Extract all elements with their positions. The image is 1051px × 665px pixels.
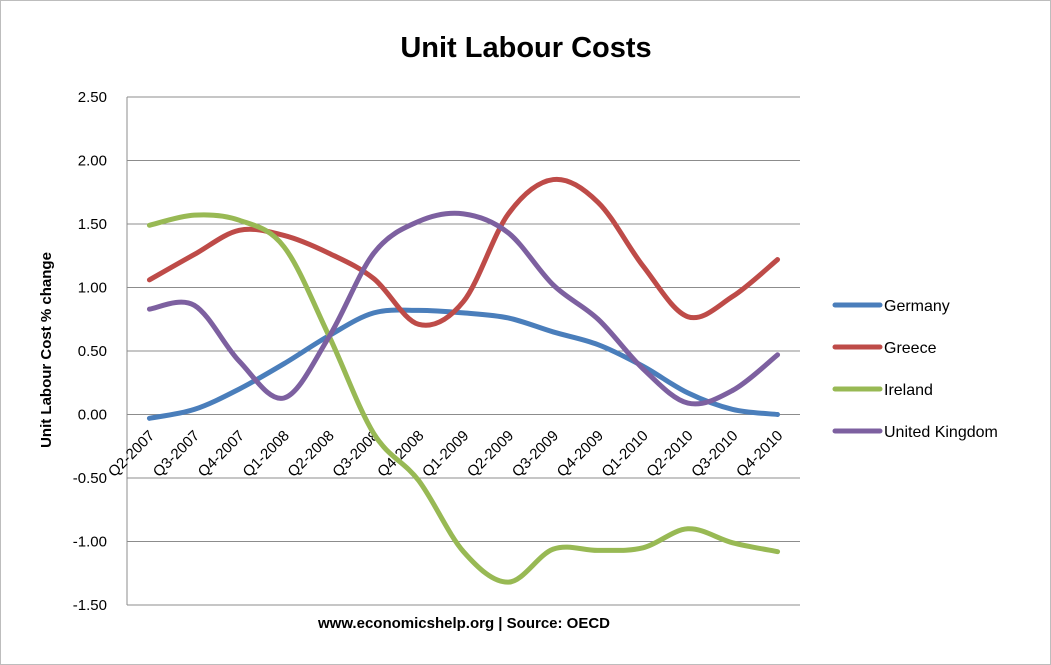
x-tick-label: Q3-2010 <box>688 427 741 480</box>
x-tick-label: Q3-2007 <box>150 427 203 480</box>
x-tick-label: Q2-2007 <box>105 427 158 480</box>
x-tick-label: Q3-2009 <box>509 427 562 480</box>
series-line-ireland <box>146 212 781 585</box>
y-tick-label: 0.50 <box>78 343 107 360</box>
x-tick-label: Q4-2009 <box>554 427 607 480</box>
x-tick-label: Q2-2008 <box>284 427 337 480</box>
x-axis-label: www.economicshelp.org | Source: OECD <box>317 615 610 632</box>
y-tick-label: 1.50 <box>78 216 107 233</box>
y-axis-label: Unit Labour Cost % change <box>38 252 55 448</box>
chart-title: Unit Labour Costs <box>400 32 651 64</box>
y-tick-label: 2.50 <box>78 89 107 106</box>
y-tick-label: -1.50 <box>73 597 107 614</box>
y-tick-label: 1.00 <box>78 280 107 297</box>
x-tick-label: Q4-2010 <box>733 427 786 480</box>
series-lines <box>146 176 781 585</box>
x-tick-label: Q2-2009 <box>464 427 517 480</box>
x-tick-label: Q4-2007 <box>195 427 248 480</box>
series-line-germany <box>146 307 781 421</box>
legend-label-united-kingdom: United Kingdom <box>884 424 998 441</box>
y-tick-label: -0.50 <box>73 470 107 487</box>
y-axis-ticks: 2.50 2.00 1.50 1.00 0.50 0.00 -0.50 -1.00 -1.50 <box>73 89 107 614</box>
y-tick-label: -1.00 <box>73 534 107 551</box>
y-tick-label: 2.00 <box>78 153 107 170</box>
legend-label-ireland: Ireland <box>884 382 933 399</box>
series-line-united-kingdom <box>146 210 781 407</box>
x-tick-label: Q1-2010 <box>598 427 651 480</box>
gridlines <box>126 96 800 606</box>
y-tick-label: 0.00 <box>78 407 107 424</box>
x-tick-label: Q1-2009 <box>419 427 472 480</box>
legend-label-germany: Germany <box>884 298 950 315</box>
x-tick-label: Q4-2008 <box>374 427 427 480</box>
legend: Germany Greece Ireland United Kingdom <box>832 298 998 441</box>
series-line-greece <box>146 176 781 328</box>
x-tick-label: Q2-2010 <box>643 427 696 480</box>
legend-label-greece: Greece <box>884 340 937 357</box>
x-tick-label: Q1-2008 <box>240 427 293 480</box>
